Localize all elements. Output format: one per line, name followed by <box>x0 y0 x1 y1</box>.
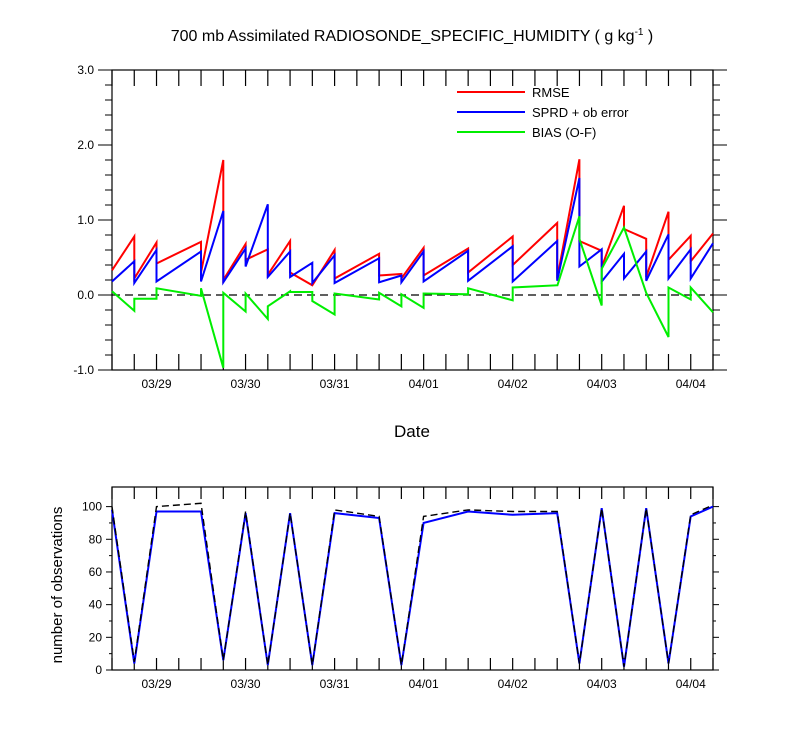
chart-title: 700 mb Assimilated RADIOSONDE_SPECIFIC_H… <box>171 27 654 45</box>
bottom-plot-series <box>111 502 714 667</box>
y-tick-label: 60 <box>89 565 103 579</box>
x-tick-label: 03/30 <box>231 377 261 391</box>
x-tick-label: 03/29 <box>142 677 172 691</box>
series-line-used <box>111 505 714 667</box>
chart-title-superscript: -1 <box>635 27 644 38</box>
x-tick-label: 03/31 <box>320 677 350 691</box>
legend: RMSE SPRD + ob error BIAS (O-F) <box>457 85 629 140</box>
x-tick-label: 04/03 <box>587 677 617 691</box>
y-tick-label: 2.0 <box>77 138 94 152</box>
x-tick-label: 04/01 <box>409 377 439 391</box>
legend-label-rmse: RMSE <box>532 85 570 100</box>
chart-title-end: ) <box>643 28 653 45</box>
y-tick-label: 0 <box>95 663 102 677</box>
y-axis-label-observations: number of observations <box>49 507 66 664</box>
x-axis-label: Date <box>394 422 430 441</box>
y-tick-label: 20 <box>89 630 103 644</box>
y-tick-label: 1.0 <box>77 213 94 227</box>
y-tick-label: 80 <box>89 532 103 546</box>
x-tick-label: 03/29 <box>142 377 172 391</box>
series-line-bias-o-f- <box>111 215 714 369</box>
x-tick-label: 03/31 <box>320 377 350 391</box>
y-tick-label: -1.0 <box>73 363 94 377</box>
x-tick-label: 03/30 <box>231 677 261 691</box>
x-tick-label: 04/04 <box>676 677 706 691</box>
plot-frame <box>111 486 714 671</box>
y-tick-label: 100 <box>82 500 102 514</box>
x-tick-label: 04/02 <box>498 677 528 691</box>
y-tick-label: 0.0 <box>77 288 94 302</box>
y-tick-label: 3.0 <box>77 63 94 77</box>
top-plot-series <box>111 159 714 369</box>
legend-label-sprd: SPRD + ob error <box>532 105 629 120</box>
series-line-sprd-ob-error <box>111 177 714 287</box>
series-line-possible <box>111 502 714 667</box>
bottom-plot-axes: 03/29 03/30 03/31 04/01 04/02 04/03 04/04 0 20 40… <box>82 486 719 691</box>
y-tick-label: 40 <box>89 598 103 612</box>
top-plot-axes: 03/29 03/30 03/31 04/01 04/02 04/03 04/04 -1.0 0… <box>73 63 727 391</box>
x-tick-label: 04/01 <box>409 677 439 691</box>
x-tick-label: 04/02 <box>498 377 528 391</box>
x-tick-label: 04/04 <box>676 377 706 391</box>
legend-label-bias: BIAS (O-F) <box>532 125 596 140</box>
x-tick-label: 04/03 <box>587 377 617 391</box>
